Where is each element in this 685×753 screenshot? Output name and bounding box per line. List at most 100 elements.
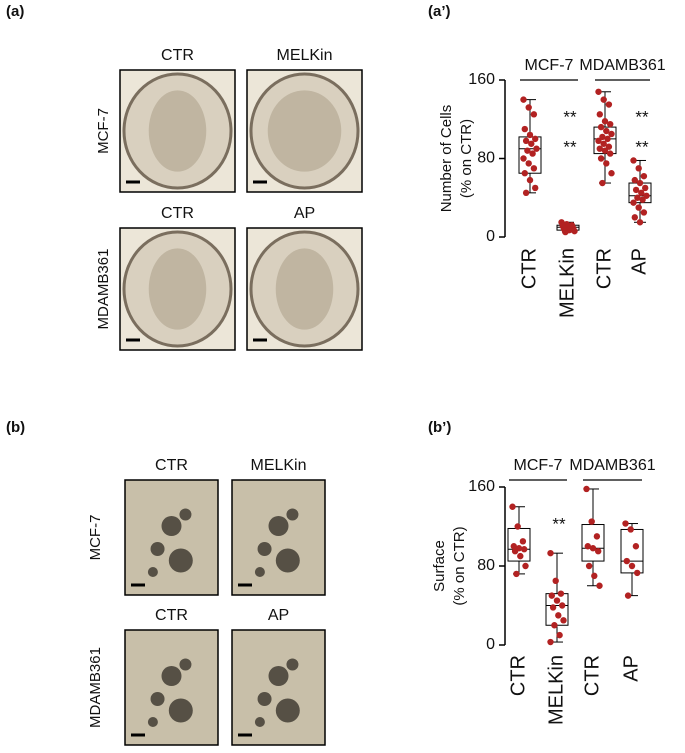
data-point (520, 96, 527, 103)
data-point (591, 572, 598, 580)
data-point (509, 503, 516, 510)
data-point (584, 543, 591, 550)
data-point (555, 612, 562, 619)
significance: ** (563, 137, 577, 156)
data-point (640, 209, 648, 216)
image-label: CTR (161, 205, 194, 222)
data-point (514, 523, 521, 530)
group-label: MDAMB361 (569, 457, 655, 474)
data-point (511, 547, 519, 555)
micrograph (124, 629, 219, 746)
data-point (597, 155, 605, 162)
spheroid-core (148, 248, 207, 330)
data-point (519, 538, 527, 545)
data-point (529, 150, 536, 157)
panel-label: (b’) (428, 419, 451, 436)
x-tick-label: AP (620, 655, 642, 682)
image-label: AP (294, 205, 315, 222)
data-point (548, 592, 555, 599)
data-point (634, 194, 641, 201)
cell-cluster (161, 666, 182, 686)
data-point (599, 133, 606, 141)
data-point (532, 184, 539, 192)
cell-cluster (254, 717, 265, 727)
spheroid-core (275, 248, 334, 330)
row-label: MDAMB361 (95, 249, 112, 330)
cell-cluster (147, 717, 158, 727)
data-point (513, 570, 520, 578)
data-point (608, 170, 615, 177)
data-point (521, 170, 528, 177)
data-point (595, 137, 602, 145)
data-point (636, 219, 644, 226)
data-point (635, 165, 642, 172)
image-label: MELKin (250, 457, 306, 474)
y-axis-label: (% on CTR) (458, 119, 475, 198)
data-point (632, 543, 640, 550)
micrograph (119, 69, 236, 193)
image-label: CTR (155, 607, 188, 624)
data-point (596, 582, 603, 589)
image-label: AP (268, 607, 289, 624)
x-tick-label: CTR (507, 655, 529, 696)
data-point (547, 638, 554, 646)
data-point (595, 88, 602, 95)
x-tick-label: MELKin (545, 655, 567, 725)
y-axis-label: (% on CTR) (451, 526, 468, 605)
y-axis-label: Surface (431, 540, 448, 592)
panel-label: (b) (6, 419, 25, 436)
data-point (525, 104, 532, 111)
data-point (524, 147, 531, 154)
data-point (607, 120, 614, 128)
x-tick-label: CTR (581, 655, 603, 696)
y-tick-label: 80 (477, 150, 495, 167)
y-tick-label: 0 (486, 228, 495, 245)
data-point (510, 543, 517, 550)
data-point (639, 196, 646, 203)
data-point (557, 590, 565, 597)
data-point (585, 562, 593, 570)
x-tick-label: CTR (518, 248, 540, 289)
data-point (605, 143, 613, 150)
data-point (636, 179, 644, 187)
box (581, 524, 605, 562)
row-label: MCF-7 (87, 515, 104, 561)
data-point (522, 562, 529, 570)
data-point (634, 569, 641, 577)
y-tick-label: 80 (477, 557, 495, 574)
data-point (631, 176, 638, 184)
data-point (630, 157, 637, 164)
data-point (596, 145, 603, 152)
x-tick-label: MELKin (556, 248, 578, 318)
panel-label: (a) (6, 3, 24, 20)
data-point (556, 631, 563, 639)
data-point (528, 140, 535, 147)
cell-cluster (179, 658, 192, 671)
cell-cluster (161, 516, 182, 536)
image-label: MELKin (276, 47, 332, 64)
data-point (640, 172, 648, 180)
data-point (608, 130, 615, 138)
data-point (560, 617, 567, 624)
significance: ** (635, 137, 649, 156)
cell-cluster (254, 567, 265, 577)
data-point (521, 125, 528, 133)
y-tick-label: 160 (468, 478, 495, 495)
significance: ** (552, 514, 566, 533)
data-point (562, 228, 569, 236)
data-point (605, 101, 613, 108)
data-point (623, 557, 630, 565)
data-point (630, 199, 637, 206)
data-point (642, 184, 649, 192)
cell-cluster (257, 542, 272, 556)
image-label: CTR (161, 47, 194, 64)
cell-cluster (147, 567, 158, 577)
data-point (521, 546, 528, 553)
image-bg (124, 629, 219, 746)
group-label: MDAMB361 (579, 57, 665, 74)
data-point (604, 135, 611, 143)
y-axis-label: Number of Cells (438, 105, 455, 213)
data-point (601, 118, 609, 125)
significance: ** (563, 107, 577, 126)
